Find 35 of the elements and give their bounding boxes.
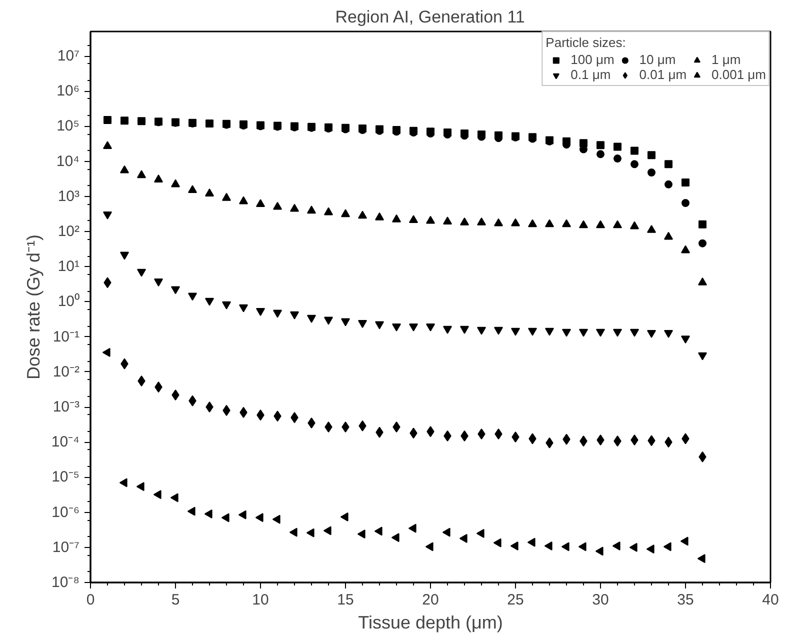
y-tick-label: 10⁻⁵ bbox=[52, 468, 80, 486]
y-tick-label: 10⁶ bbox=[56, 82, 80, 100]
y-tick-label: 10⁷ bbox=[57, 48, 80, 65]
x-tick-label: 30 bbox=[592, 592, 609, 608]
y-tick-label: 10⁻² bbox=[52, 363, 80, 380]
y-tick-label: 10¹ bbox=[58, 258, 80, 276]
y-tick-label: 10⁻⁸ bbox=[51, 574, 80, 591]
y-tick-label: 10² bbox=[58, 223, 80, 240]
x-tick-label: 15 bbox=[337, 592, 354, 608]
y-tick-label: 10⁻³ bbox=[52, 398, 80, 416]
legend-label: 0.01 μm bbox=[639, 67, 687, 82]
x-tick-label: 40 bbox=[762, 592, 779, 608]
y-tick-label: 10⁰ bbox=[58, 293, 80, 310]
y-tick-label: 10⁻⁷ bbox=[52, 538, 80, 556]
y-tick-label: 10⁴ bbox=[56, 152, 80, 170]
y-tick-label: 10⁻⁶ bbox=[52, 504, 80, 521]
x-tick-label: 35 bbox=[677, 592, 694, 608]
y-tick-label: 10⁻⁴ bbox=[51, 434, 80, 451]
x-tick-label: 5 bbox=[171, 592, 180, 608]
chart-title: Region AI, Generation 11 bbox=[335, 8, 525, 26]
legend-label: 1 μm bbox=[712, 52, 741, 67]
legend-label: 0.001 μm bbox=[712, 67, 766, 82]
legend-label: 100 μm bbox=[570, 52, 614, 67]
x-axis-title: Tissue depth (μm) bbox=[358, 612, 503, 632]
x-tick-label: 0 bbox=[86, 592, 95, 608]
legend-label: 0.1 μm bbox=[570, 67, 611, 82]
legend-label: 10 μm bbox=[639, 52, 676, 67]
y-tick-label: 10³ bbox=[58, 188, 80, 205]
y-tick-label: 10⁵ bbox=[56, 118, 80, 135]
legend-title: Particle sizes: bbox=[546, 35, 627, 50]
x-tick-label: 10 bbox=[252, 592, 269, 608]
y-tick-label: 10⁻¹ bbox=[52, 328, 80, 346]
x-tick-label: 20 bbox=[422, 592, 439, 608]
y-axis-title: Dose rate (Gy d⁻¹) bbox=[23, 234, 44, 380]
x-tick-label: 25 bbox=[507, 592, 524, 608]
